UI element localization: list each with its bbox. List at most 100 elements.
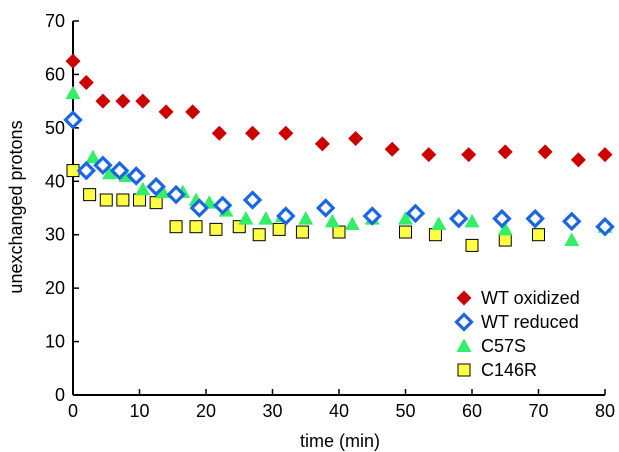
legend-label: WT oxidized (481, 288, 580, 308)
series-wt-oxidized (65, 53, 613, 168)
legend-marker (454, 312, 474, 332)
data-point (102, 165, 118, 180)
data-point (169, 220, 183, 234)
data-point (189, 220, 203, 234)
legend-marker (456, 290, 472, 306)
data-point (65, 85, 81, 100)
data-point (76, 160, 97, 181)
data-point (314, 136, 330, 152)
data-point (212, 195, 233, 216)
data-point (431, 216, 447, 231)
data-point (166, 184, 186, 205)
y-axis: 0 10 20 30 40 50 60 70 (45, 11, 79, 405)
legend-item: C57S (456, 336, 526, 356)
y-tick-label: 20 (45, 278, 65, 298)
data-point (448, 208, 469, 229)
data-point (595, 216, 615, 237)
data-point (245, 125, 261, 141)
y-axis-label: unexchanged protons (6, 120, 26, 293)
x-tick-label: 50 (395, 401, 415, 421)
data-point (95, 93, 111, 109)
legend-marker (457, 363, 471, 377)
legend: WT oxidized WT reduced C57S C146R (454, 288, 580, 380)
legend-marker (456, 338, 472, 352)
data-point (564, 232, 580, 247)
data-point (332, 225, 346, 239)
legend-item: C146R (457, 360, 537, 380)
data-point (497, 221, 513, 236)
data-point (498, 233, 512, 247)
data-point (465, 238, 479, 252)
data-point (252, 228, 266, 242)
data-point (464, 213, 480, 228)
x-tick-label: 0 (68, 401, 78, 421)
data-point (149, 196, 163, 210)
data-point (126, 166, 146, 186)
legend-label: C146R (481, 360, 537, 380)
data-point (324, 213, 340, 228)
y-tick-label: 50 (45, 118, 65, 138)
legend-item: WT oxidized (456, 288, 580, 308)
data-point (85, 149, 101, 164)
y-tick-label: 40 (45, 171, 65, 191)
data-point (93, 155, 113, 176)
x-axis-label: time (min) (300, 431, 380, 451)
data-point (109, 160, 130, 181)
x-tick-label: 40 (329, 401, 349, 421)
x-tick-label: 30 (262, 401, 282, 421)
legend-item: WT reduced (454, 312, 579, 332)
series-c146r (66, 164, 545, 252)
data-point (135, 93, 151, 109)
data-point (133, 193, 146, 207)
data-point (83, 188, 97, 202)
data-point (65, 53, 81, 69)
series-wt-reduced (63, 110, 615, 237)
data-point (135, 181, 151, 196)
data-point (115, 93, 131, 109)
data-point (561, 211, 582, 232)
data-point (537, 144, 553, 160)
data-point (344, 216, 360, 231)
data-point (532, 228, 545, 242)
data-point (272, 222, 286, 236)
data-point (492, 208, 512, 229)
data-markers (63, 53, 615, 252)
x-tick-label: 10 (129, 401, 149, 421)
data-point (146, 176, 166, 197)
data-point (99, 193, 113, 207)
data-point (399, 225, 412, 239)
y-tick-label: 30 (45, 225, 65, 245)
data-point (398, 211, 413, 225)
x-axis: 0 10 20 30 40 50 60 70 80 (68, 389, 615, 421)
legend-label: C57S (481, 336, 526, 356)
data-point (298, 211, 314, 225)
data-point (276, 206, 296, 226)
data-point (384, 141, 400, 157)
data-point (348, 131, 364, 147)
y-tick-label: 0 (55, 385, 65, 405)
data-point (421, 147, 437, 163)
data-point (525, 208, 545, 229)
data-point (497, 144, 513, 160)
data-point (405, 203, 426, 224)
data-point (116, 193, 130, 207)
data-point (238, 211, 254, 225)
x-tick-label: 60 (462, 401, 482, 421)
data-point (278, 125, 294, 141)
data-point (295, 225, 309, 239)
legend-label: WT reduced (481, 312, 579, 332)
data-point (185, 104, 201, 120)
data-point (428, 228, 442, 242)
y-tick-label: 70 (45, 11, 65, 31)
y-tick-label: 60 (45, 64, 65, 84)
data-point (158, 104, 174, 120)
data-point (461, 147, 477, 163)
data-point (258, 211, 274, 225)
data-point (63, 110, 83, 130)
data-point (597, 147, 613, 163)
y-tick-label: 10 (45, 332, 65, 352)
x-tick-label: 20 (196, 401, 216, 421)
x-tick-label: 80 (595, 401, 615, 421)
data-point (315, 198, 336, 218)
